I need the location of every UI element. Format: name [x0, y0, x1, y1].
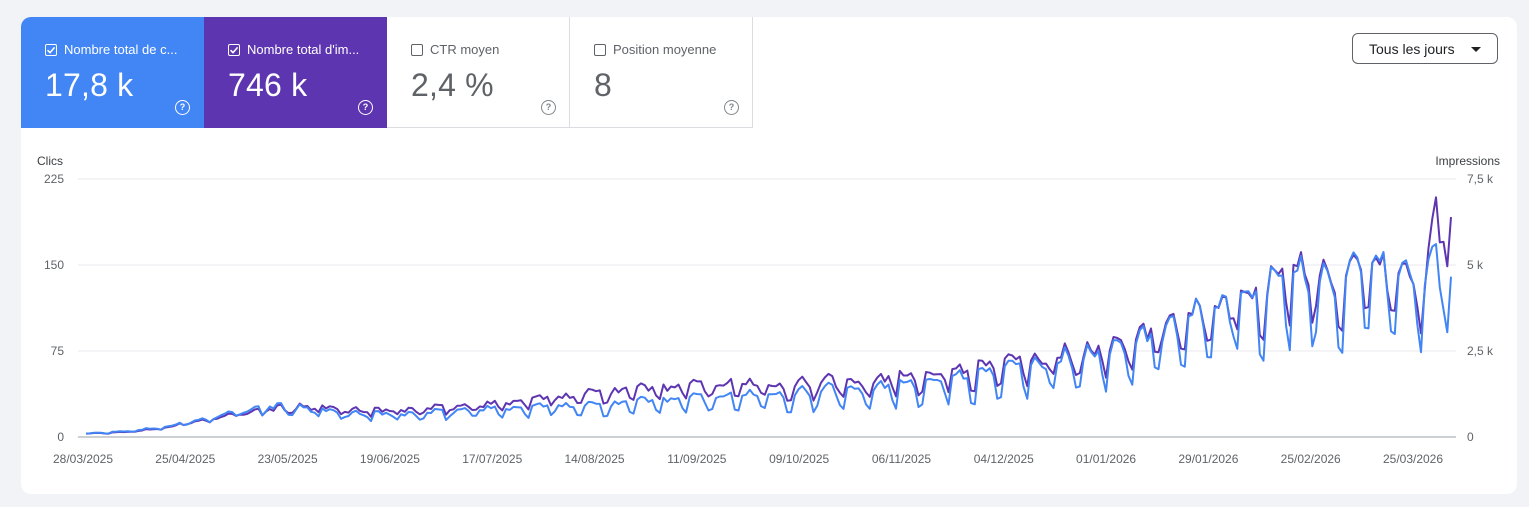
dropdown-label: Tous les jours: [1369, 41, 1455, 57]
metric-value: 17,8 k: [45, 67, 134, 103]
x-tick-label: 25/02/2026: [1281, 452, 1341, 466]
y-tick-label-right: 0: [1467, 430, 1474, 444]
metric-value: 8: [594, 67, 612, 103]
y-axis-title-right: Impressions: [1435, 154, 1500, 168]
help-icon[interactable]: ?: [724, 100, 739, 115]
x-tick-label: 29/01/2026: [1178, 452, 1238, 466]
performance-chart: Clics Impressions 0 75 150 225 0 2,5 k 5 k 7,5…: [37, 154, 1500, 466]
metric-value: 746 k: [228, 67, 308, 103]
y-tick-label-left: 0: [57, 430, 64, 444]
metric-tabs: Nombre total de c... 17,8 k ? Nombre tot…: [21, 17, 753, 128]
y-tick-label-right: 5 k: [1467, 258, 1484, 272]
metric-card-ctr[interactable]: CTR moyen 2,4 % ?: [387, 17, 570, 128]
x-tick-label: 23/05/2025: [258, 452, 318, 466]
metric-card-position[interactable]: Position moyenne 8 ?: [570, 17, 753, 128]
x-tick-label: 01/01/2026: [1076, 452, 1136, 466]
x-tick-label: 11/09/2025: [667, 452, 726, 466]
checkbox-unchecked-icon[interactable]: [411, 43, 423, 56]
help-icon[interactable]: ?: [541, 100, 556, 115]
y-axis-title-left: Clics: [37, 154, 63, 168]
help-icon[interactable]: ?: [358, 100, 373, 115]
checkbox-checked-icon[interactable]: [228, 43, 240, 56]
chart-gridlines: [78, 178, 1456, 438]
x-tick-label: 19/06/2025: [360, 452, 420, 466]
x-tick-label: 25/04/2025: [155, 452, 215, 466]
performance-card: Nombre total de c... 17,8 k ? Nombre tot…: [21, 17, 1517, 494]
caret-down-icon: [1471, 47, 1481, 52]
y-tick-label-right: 2,5 k: [1467, 344, 1494, 358]
x-tick-label: 09/10/2025: [769, 452, 829, 466]
metric-card-clicks[interactable]: Nombre total de c... 17,8 k ?: [21, 17, 204, 128]
series-line-impressions: [85, 196, 1452, 435]
help-icon[interactable]: ?: [175, 100, 190, 115]
y-tick-label-left: 150: [44, 258, 64, 272]
x-tick-label: 17/07/2025: [462, 452, 522, 466]
metric-value: 2,4 %: [411, 67, 494, 103]
date-range-dropdown[interactable]: Tous les jours: [1352, 33, 1498, 64]
metric-card-impressions[interactable]: Nombre total d'im... 746 k ?: [204, 17, 387, 128]
x-tick-label: 25/03/2026: [1383, 452, 1443, 466]
x-tick-label: 28/03/2025: [53, 452, 113, 466]
y-tick-label-right: 7,5 k: [1467, 172, 1494, 186]
checkbox-checked-icon[interactable]: [45, 43, 57, 56]
series-line-clicks: [85, 243, 1452, 435]
x-tick-label: 04/12/2025: [974, 452, 1034, 466]
x-tick-label: 14/08/2025: [565, 452, 625, 466]
y-tick-label-left: 75: [51, 344, 65, 358]
checkbox-unchecked-icon[interactable]: [594, 43, 606, 56]
y-tick-label-left: 225: [44, 172, 64, 186]
x-tick-label: 06/11/2025: [872, 452, 931, 466]
